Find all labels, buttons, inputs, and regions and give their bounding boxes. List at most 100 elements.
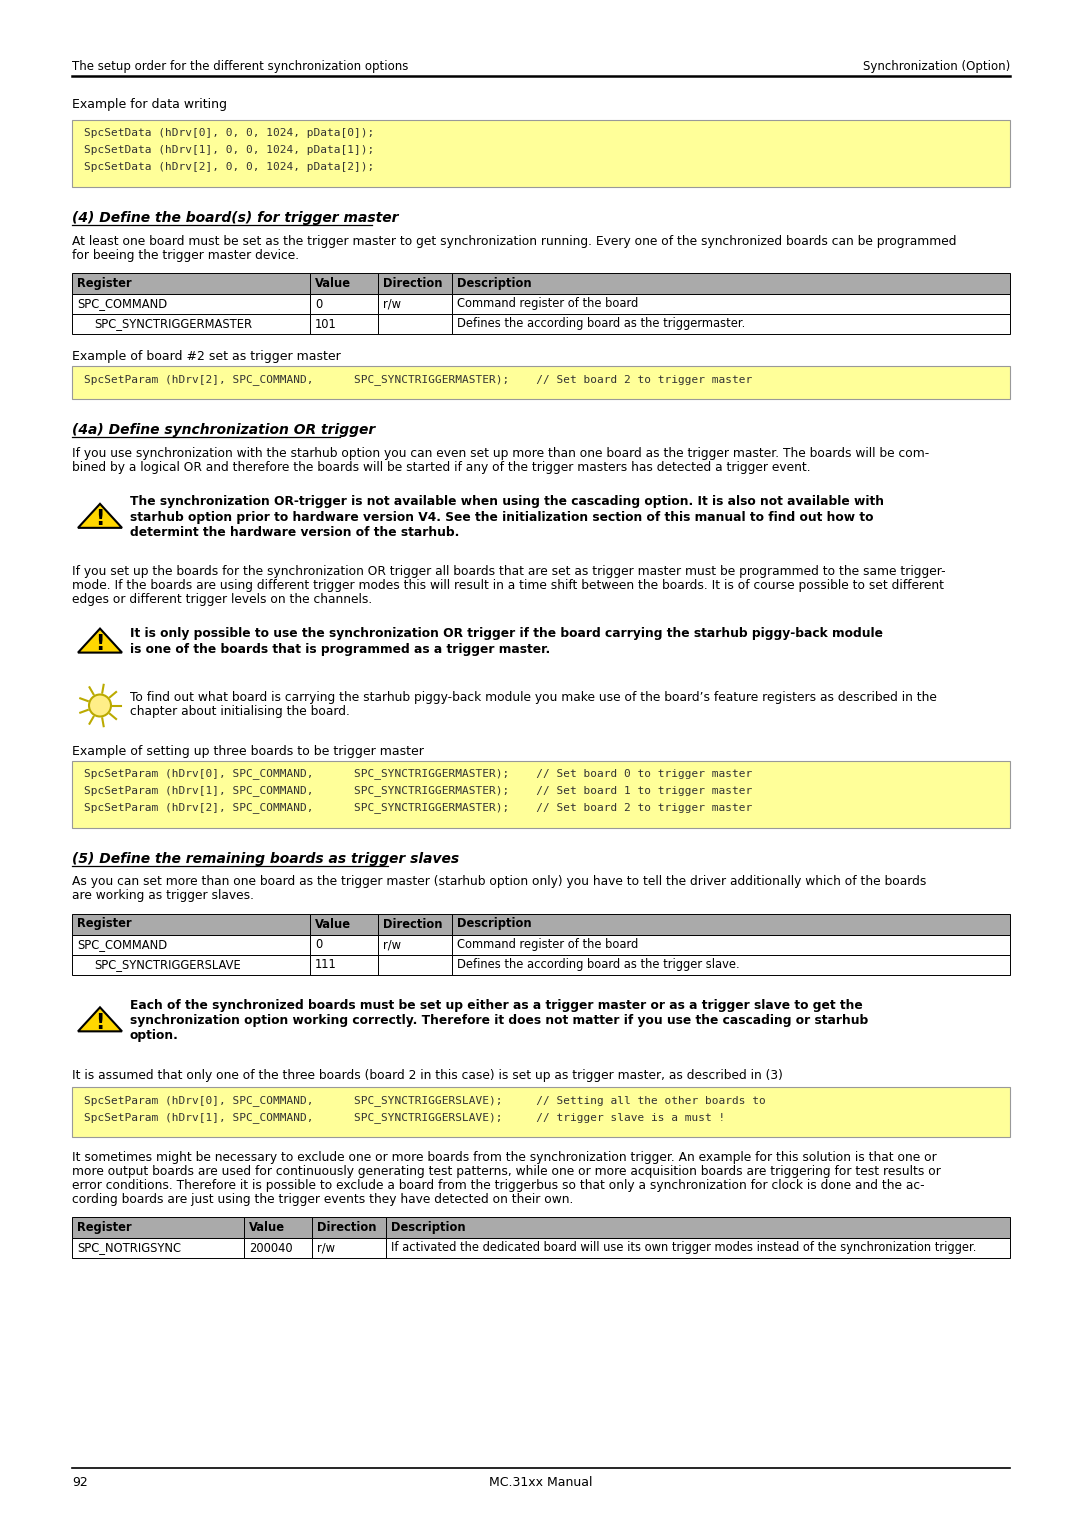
- Bar: [453, 935, 1010, 955]
- Bar: [72, 313, 310, 335]
- Text: !: !: [95, 1013, 105, 1033]
- Text: determint the hardware version of the starhub.: determint the hardware version of the st…: [130, 526, 459, 539]
- Text: SPC_COMMAND: SPC_COMMAND: [77, 938, 167, 950]
- Bar: [310, 914, 378, 935]
- Text: SpcSetParam (hDrv[2], SPC_COMMAND,      SPC_SYNCTRIGGERMASTER);    // Set board : SpcSetParam (hDrv[2], SPC_COMMAND, SPC_S…: [84, 374, 753, 385]
- Bar: [72, 1238, 244, 1258]
- Text: 0: 0: [315, 298, 322, 310]
- Bar: [386, 1216, 1010, 1238]
- Text: It is assumed that only one of the three boards (board 2 in this case) is set up: It is assumed that only one of the three…: [72, 1070, 783, 1082]
- Text: Description: Description: [457, 917, 531, 931]
- Bar: [310, 274, 378, 293]
- Text: SpcSetData (hDrv[2], 0, 0, 1024, pData[2]);: SpcSetData (hDrv[2], 0, 0, 1024, pData[2…: [84, 162, 375, 173]
- Text: Direction: Direction: [383, 277, 443, 290]
- Text: Example for data writing: Example for data writing: [72, 98, 227, 112]
- Text: SPC_SYNCTRIGGERSLAVE: SPC_SYNCTRIGGERSLAVE: [94, 958, 241, 970]
- Text: SPC_SYNCTRIGGERMASTER: SPC_SYNCTRIGGERMASTER: [94, 318, 252, 330]
- Text: Defines the according board as the triggermaster.: Defines the according board as the trigg…: [457, 318, 745, 330]
- Bar: [244, 1216, 312, 1238]
- Text: SpcSetData (hDrv[0], 0, 0, 1024, pData[0]);: SpcSetData (hDrv[0], 0, 0, 1024, pData[0…: [84, 128, 375, 138]
- Polygon shape: [78, 504, 122, 527]
- Text: SPC_NOTRIGSYNC: SPC_NOTRIGSYNC: [77, 1241, 181, 1254]
- Text: 0: 0: [315, 938, 322, 950]
- Text: Defines the according board as the trigger slave.: Defines the according board as the trigg…: [457, 958, 740, 970]
- Text: Register: Register: [77, 277, 132, 290]
- Text: (5) Define the remaining boards as trigger slaves: (5) Define the remaining boards as trigg…: [72, 851, 459, 865]
- Text: is one of the boards that is programmed as a trigger master.: is one of the boards that is programmed …: [130, 643, 550, 656]
- Text: Direction: Direction: [383, 917, 443, 931]
- Text: SpcSetData (hDrv[1], 0, 0, 1024, pData[1]);: SpcSetData (hDrv[1], 0, 0, 1024, pData[1…: [84, 145, 375, 154]
- Text: 92: 92: [72, 1476, 87, 1488]
- Bar: [72, 367, 1010, 399]
- Text: are working as trigger slaves.: are working as trigger slaves.: [72, 889, 254, 903]
- Text: edges or different trigger levels on the channels.: edges or different trigger levels on the…: [72, 593, 373, 607]
- Bar: [453, 274, 1010, 293]
- Text: SpcSetParam (hDrv[2], SPC_COMMAND,      SPC_SYNCTRIGGERMASTER);    // Set board : SpcSetParam (hDrv[2], SPC_COMMAND, SPC_S…: [84, 802, 753, 813]
- Bar: [72, 1216, 244, 1238]
- Text: Example of setting up three boards to be trigger master: Example of setting up three boards to be…: [72, 744, 423, 758]
- Text: !: !: [95, 509, 105, 529]
- Text: mode. If the boards are using different trigger modes this will result in a time: mode. If the boards are using different …: [72, 579, 944, 593]
- Bar: [310, 935, 378, 955]
- Text: starhub option prior to hardware version V4. See the initialization section of t: starhub option prior to hardware version…: [130, 510, 874, 524]
- Text: It is only possible to use the synchronization OR trigger if the board carrying : It is only possible to use the synchroni…: [130, 628, 883, 640]
- Text: At least one board must be set as the trigger master to get synchronization runn: At least one board must be set as the tr…: [72, 235, 957, 248]
- Bar: [453, 313, 1010, 335]
- Text: MC.31xx Manual: MC.31xx Manual: [489, 1476, 593, 1488]
- Text: 101: 101: [315, 318, 337, 330]
- Text: Value: Value: [249, 1221, 285, 1235]
- Text: r/w: r/w: [318, 1241, 335, 1254]
- Bar: [72, 955, 310, 975]
- Text: cording boards are just using the trigger events they have detected on their own: cording boards are just using the trigge…: [72, 1193, 573, 1206]
- Text: SpcSetParam (hDrv[0], SPC_COMMAND,      SPC_SYNCTRIGGERMASTER);    // Set board : SpcSetParam (hDrv[0], SPC_COMMAND, SPC_S…: [84, 769, 753, 779]
- Bar: [378, 914, 453, 935]
- Bar: [310, 955, 378, 975]
- Text: error conditions. Therefore it is possible to exclude a board from the triggerbu: error conditions. Therefore it is possib…: [72, 1180, 924, 1192]
- Text: SpcSetParam (hDrv[1], SPC_COMMAND,      SPC_SYNCTRIGGERMASTER);    // Set board : SpcSetParam (hDrv[1], SPC_COMMAND, SPC_S…: [84, 785, 753, 796]
- Text: SPC_COMMAND: SPC_COMMAND: [77, 298, 167, 310]
- Text: Register: Register: [77, 1221, 132, 1235]
- Circle shape: [89, 695, 111, 717]
- Text: Register: Register: [77, 917, 132, 931]
- Text: bined by a logical OR and therefore the boards will be started if any of the tri: bined by a logical OR and therefore the …: [72, 461, 811, 474]
- Text: 200040: 200040: [249, 1241, 293, 1254]
- Text: chapter about initialising the board.: chapter about initialising the board.: [130, 706, 350, 718]
- Text: for beeing the trigger master device.: for beeing the trigger master device.: [72, 249, 299, 261]
- Text: If you set up the boards for the synchronization OR trigger all boards that are : If you set up the boards for the synchro…: [72, 565, 946, 579]
- Bar: [378, 274, 453, 293]
- Text: Synchronization (Option): Synchronization (Option): [863, 60, 1010, 73]
- Bar: [310, 313, 378, 335]
- Text: Description: Description: [457, 277, 531, 290]
- Bar: [244, 1238, 312, 1258]
- Bar: [312, 1216, 386, 1238]
- Text: (4a) Define synchronization OR trigger: (4a) Define synchronization OR trigger: [72, 423, 375, 437]
- Text: To find out what board is carrying the starhub piggy-back module you make use of: To find out what board is carrying the s…: [130, 691, 936, 703]
- Text: It sometimes might be necessary to exclude one or more boards from the synchroni: It sometimes might be necessary to exclu…: [72, 1151, 936, 1164]
- Text: more output boards are used for continuously generating test patterns, while one: more output boards are used for continuo…: [72, 1164, 941, 1178]
- Text: Value: Value: [315, 917, 351, 931]
- Text: synchronization option working correctly. Therefore it does not matter if you us: synchronization option working correctly…: [130, 1015, 868, 1027]
- Text: Value: Value: [315, 277, 351, 290]
- Polygon shape: [78, 628, 122, 652]
- Bar: [72, 121, 1010, 186]
- Bar: [72, 1086, 1010, 1137]
- Text: If you use synchronization with the starhub option you can even set up more than: If you use synchronization with the star…: [72, 448, 929, 460]
- Text: !: !: [95, 634, 105, 654]
- Bar: [453, 914, 1010, 935]
- Bar: [453, 293, 1010, 313]
- Text: SpcSetParam (hDrv[1], SPC_COMMAND,      SPC_SYNCTRIGGERSLAVE);     // trigger sl: SpcSetParam (hDrv[1], SPC_COMMAND, SPC_S…: [84, 1112, 726, 1123]
- Bar: [72, 293, 310, 313]
- Text: option.: option.: [130, 1030, 179, 1042]
- Bar: [378, 955, 453, 975]
- Text: Description: Description: [391, 1221, 465, 1235]
- Text: r/w: r/w: [383, 938, 401, 950]
- Bar: [378, 293, 453, 313]
- Bar: [453, 955, 1010, 975]
- Bar: [72, 935, 310, 955]
- Text: Command register of the board: Command register of the board: [457, 938, 638, 950]
- Text: SpcSetParam (hDrv[0], SPC_COMMAND,      SPC_SYNCTRIGGERSLAVE);     // Setting al: SpcSetParam (hDrv[0], SPC_COMMAND, SPC_S…: [84, 1096, 766, 1106]
- Text: The setup order for the different synchronization options: The setup order for the different synchr…: [72, 60, 408, 73]
- Bar: [72, 274, 310, 293]
- Bar: [72, 761, 1010, 828]
- Text: (4) Define the board(s) for trigger master: (4) Define the board(s) for trigger mast…: [72, 211, 399, 225]
